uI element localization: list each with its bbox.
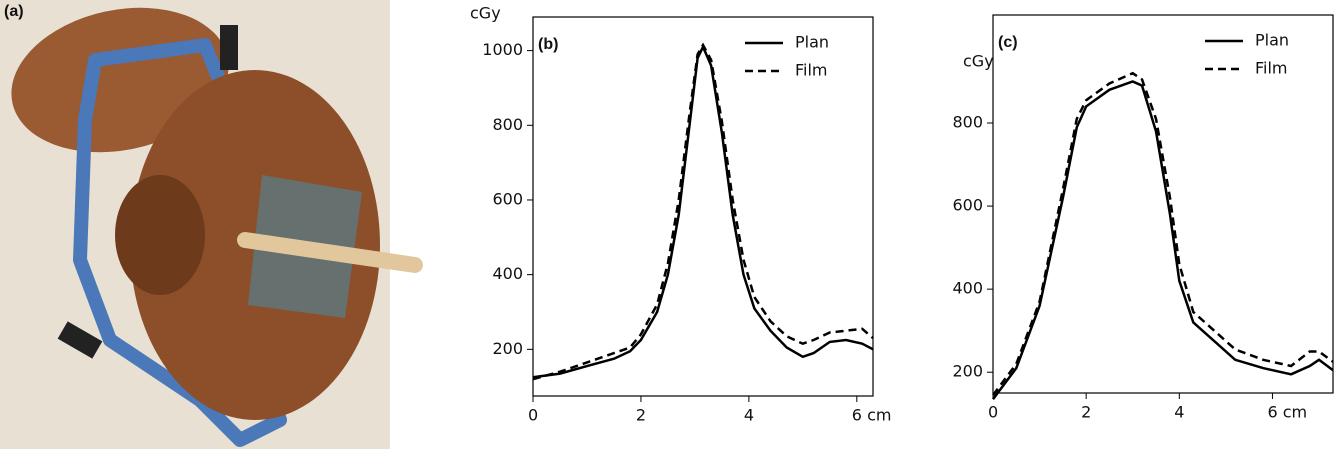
line-series — [991, 71, 1334, 396]
plot-frame — [992, 14, 1334, 394]
legend-label: Film — [795, 61, 828, 80]
legend-label: Plan — [1255, 31, 1289, 50]
x-tick-label: 2 — [636, 406, 646, 425]
y-axis-label: cGy — [963, 52, 994, 71]
clamp — [57, 321, 103, 359]
panel-label: (b) — [538, 36, 558, 53]
x-tick-label: 0 — [988, 403, 998, 422]
x-tick-label: 0 — [528, 406, 538, 425]
legend-label: Plan — [795, 33, 829, 52]
y-tick-label: 400 — [492, 264, 523, 283]
legend-label: Film — [1255, 59, 1288, 78]
y-tick-label: 200 — [492, 339, 523, 358]
x-tick-label: 6 cm — [852, 406, 892, 425]
stick — [237, 232, 423, 273]
plot-frame — [532, 16, 874, 397]
line-series — [991, 80, 1334, 400]
y-tick-label: 200 — [952, 362, 983, 381]
y-tick-label: 800 — [952, 113, 983, 132]
photo: (a) — [0, 0, 423, 449]
y-tick-label: 400 — [952, 279, 983, 298]
y-axis-label: cGy — [470, 4, 501, 23]
panel-label: (c) — [998, 34, 1018, 51]
x-tick-label: 6 cm — [1267, 403, 1307, 422]
y-tick-label: 1000 — [482, 40, 523, 59]
x-tick-label: 4 — [1174, 403, 1184, 422]
y-tick-label: 600 — [492, 189, 523, 208]
x-tick-label: 2 — [1081, 403, 1091, 422]
line-series — [532, 43, 874, 379]
phantom-side — [115, 175, 205, 295]
line-series — [532, 42, 874, 381]
clamp — [220, 25, 238, 70]
y-tick-label: 600 — [952, 196, 983, 215]
x-tick-label: 4 — [744, 406, 754, 425]
y-tick-label: 800 — [492, 115, 523, 134]
panel-label: (a) — [4, 3, 24, 20]
